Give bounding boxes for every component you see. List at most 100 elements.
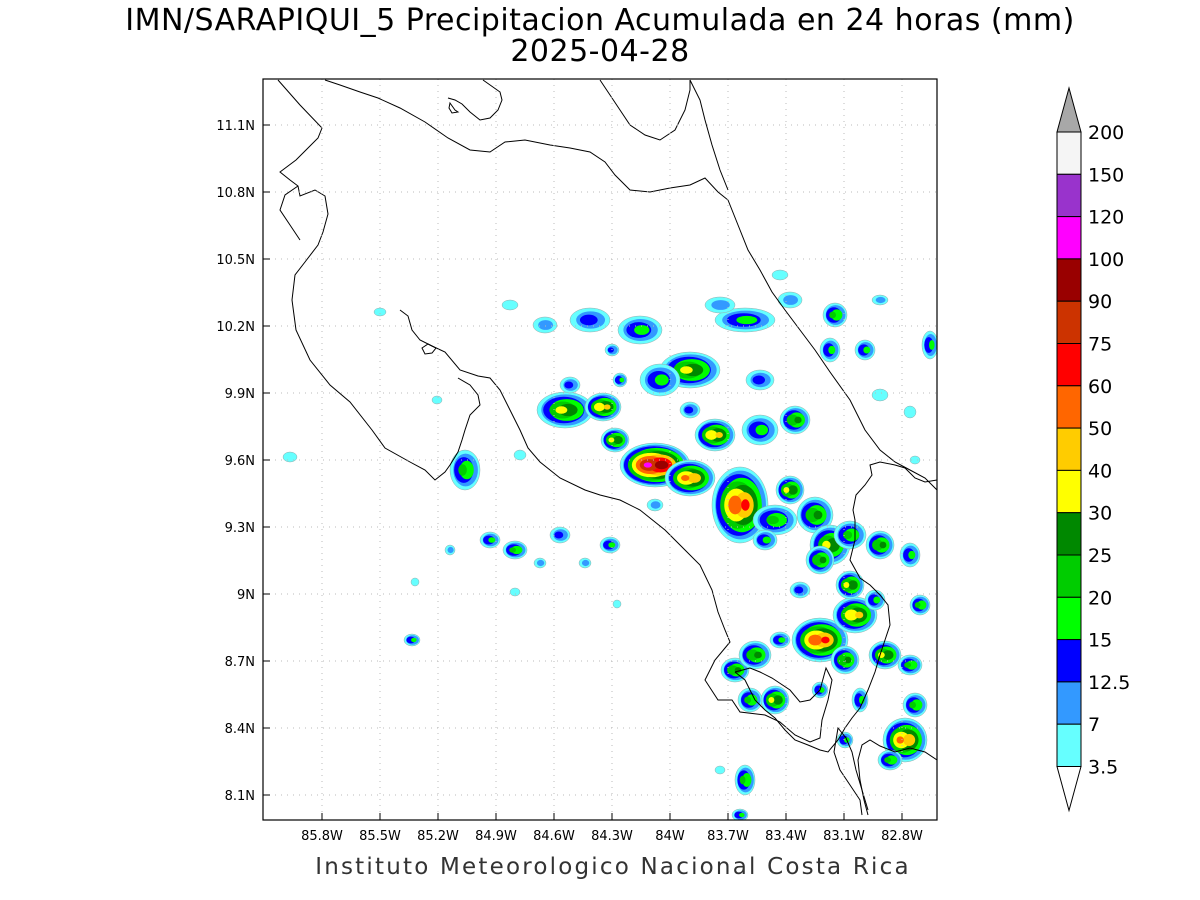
y-tick-label: 10.8N (216, 186, 255, 201)
legend-swatch (1056, 216, 1082, 260)
legend-swatch (1056, 300, 1082, 345)
rain-cell (819, 337, 841, 363)
rain-contour (447, 546, 454, 554)
nicoya-gulf-coast (399, 309, 833, 743)
rain-contour (813, 510, 823, 520)
rain-contour (783, 295, 798, 305)
y-tick-label: 9.6N (225, 454, 255, 469)
rain-contour (687, 473, 701, 483)
latitude-axis: 11.1N 10.8N 10.5N 10.2N 9.9N 9.6N 9.3N 9N 8.7N 8.… (216, 119, 270, 804)
rain-contour (762, 536, 771, 544)
rain-contour (554, 531, 564, 539)
rain-contour (593, 402, 605, 412)
rain-cell (479, 531, 501, 549)
panama-border (833, 726, 869, 816)
longitude-axis: 85.8W 85.5W 85.2W 84.9W 84.6W 84.3W 84W 83.7W 83… (301, 813, 923, 844)
rain-contour (752, 375, 766, 385)
map-date: 2025-04-28 (510, 34, 690, 69)
rain-contour (739, 775, 746, 785)
rain-cell (771, 269, 789, 281)
rain-contour (612, 599, 622, 609)
rain-contour (579, 314, 598, 326)
rain-contour (778, 637, 786, 643)
rain-cell (282, 451, 298, 463)
rain-contour (654, 374, 669, 386)
x-tick-label: 83.4W (765, 829, 807, 844)
rain-cell (921, 330, 937, 360)
legend-label: 7 (1088, 714, 1100, 736)
legend-under-triangle (1056, 766, 1082, 813)
rain-cell (509, 587, 521, 597)
x-tick-label: 84.6W (533, 829, 575, 844)
rain-cell (854, 339, 876, 361)
nicaragua-river (599, 79, 691, 141)
rain-cell (731, 808, 749, 820)
rain-contour (431, 395, 443, 405)
rain-contour (859, 695, 865, 705)
legend-swatch (1056, 469, 1082, 514)
rain-cell (877, 749, 903, 771)
institution-credit: Instituto Meteorologico Nacional Costa R… (315, 854, 911, 880)
y-tick-label: 9.3N (225, 521, 255, 536)
rain-cell (410, 577, 420, 587)
rain-cell (403, 633, 421, 647)
x-tick-label: 84W (655, 829, 685, 844)
rain-contour (608, 542, 616, 548)
legend-label: 50 (1088, 418, 1112, 440)
rain-contour (607, 347, 614, 353)
rain-cell (599, 536, 621, 554)
legend-label: 30 (1088, 503, 1112, 525)
rain-contour (705, 430, 718, 440)
rain-contour (863, 346, 871, 354)
caribbean-coast-north (689, 79, 729, 191)
legend-label: 60 (1088, 376, 1112, 398)
rain-contour (744, 696, 752, 704)
rain-contour (411, 637, 417, 643)
legend-label: 25 (1088, 545, 1112, 567)
rain-contour (680, 366, 693, 374)
rain-contour (488, 537, 496, 543)
rain-cell (871, 294, 889, 306)
island-gulf (421, 343, 437, 355)
y-tick-label: 9N (237, 588, 255, 603)
rain-cell (909, 594, 931, 616)
rain-contour (872, 539, 884, 551)
rain-cell (791, 617, 849, 663)
rain-cell (752, 504, 798, 536)
rain-contour (843, 531, 853, 539)
rain-contour (788, 485, 798, 495)
rain-contour (812, 554, 824, 566)
rain-cell (513, 449, 527, 461)
rain-cell (752, 529, 778, 551)
legend-swatch (1056, 596, 1082, 641)
rain-contour (755, 424, 769, 436)
rain-contour (917, 600, 927, 610)
rain-cell (833, 520, 867, 550)
rain-contour (828, 345, 836, 355)
rain-contour (643, 462, 652, 468)
rain-cell (822, 302, 848, 328)
legend-swatch (1056, 681, 1082, 725)
rain-contour (766, 515, 779, 525)
rain-contour (654, 460, 669, 470)
rain-cell (775, 475, 805, 505)
rain-cell (738, 640, 772, 670)
rain-cell (864, 589, 886, 611)
rain-cell (532, 316, 558, 334)
rain-cell (865, 530, 895, 560)
color-legend: 200 150 120 100 90 75 60 50 40 30 25 20 15 12.5 7 3.5 (1056, 86, 1130, 813)
precipitation-field (282, 269, 937, 820)
rain-contour (715, 432, 723, 438)
rain-contour (711, 300, 730, 310)
map-frame (262, 78, 938, 821)
rain-contour (754, 651, 762, 659)
rain-cell (830, 645, 860, 675)
legend-swatch (1056, 723, 1082, 768)
rain-cell (533, 557, 547, 569)
rain-contour (909, 455, 921, 465)
rain-cell (714, 765, 726, 775)
rain-cell (868, 640, 902, 670)
rain-contour (879, 541, 887, 549)
rain-contour (564, 381, 574, 389)
